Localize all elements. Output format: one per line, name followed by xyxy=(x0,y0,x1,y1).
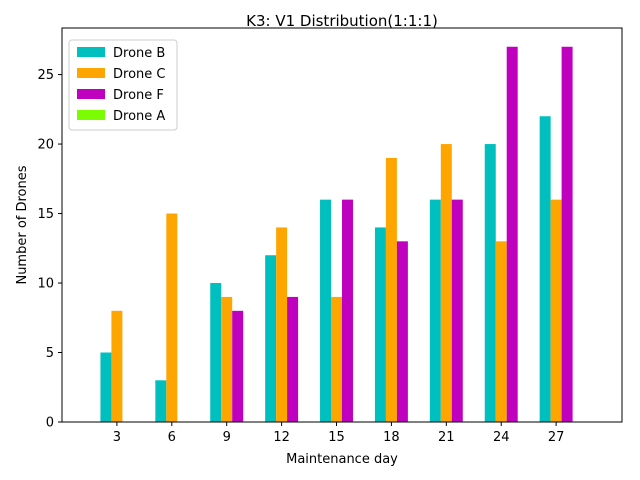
legend-swatch-drone-b xyxy=(77,47,105,57)
bar-drone-c-24 xyxy=(495,241,507,422)
bar-drone-b-24 xyxy=(484,144,496,423)
legend-swatch-drone-c xyxy=(77,68,105,78)
legend-frame xyxy=(68,39,178,131)
x-axis: 3 6 9 12 15 18 21 24 27 xyxy=(113,422,565,445)
x-tick-label-18: 18 xyxy=(383,430,400,445)
bar-drone-f-9 xyxy=(232,310,244,422)
bar-drone-b-21 xyxy=(429,199,441,422)
x-tick-label-6: 6 xyxy=(168,430,176,445)
bar-drone-b-9 xyxy=(210,283,222,422)
x-axis-label: Maintenance day xyxy=(286,452,398,467)
bars-group xyxy=(100,46,573,423)
y-tick-label-0: 0 xyxy=(46,416,54,431)
y-axis: 0 5 10 15 20 25 xyxy=(37,68,62,431)
legend: Drone B Drone C Drone F Drone A xyxy=(68,39,178,131)
bar-drone-b-27 xyxy=(539,116,551,422)
x-tick-label-21: 21 xyxy=(438,430,455,445)
bar-drone-f-18 xyxy=(396,241,408,422)
y-tick-label-20: 20 xyxy=(37,138,54,153)
plot-frame xyxy=(61,27,623,423)
bar-drone-b-6 xyxy=(155,380,167,422)
y-axis-label: Number of Drones xyxy=(15,165,30,284)
legend-swatch-drone-a xyxy=(77,110,105,120)
bar-drone-f-27 xyxy=(561,46,573,422)
x-tick-label-3: 3 xyxy=(113,430,121,445)
bar-drone-c-6 xyxy=(166,213,178,422)
bar-drone-b-18 xyxy=(374,227,386,422)
bar-drone-c-9 xyxy=(221,296,233,422)
bar-drone-b-3 xyxy=(100,352,112,422)
legend-label-drone-c: Drone C xyxy=(113,67,165,82)
bar-drone-c-21 xyxy=(440,144,452,423)
legend-label-drone-a: Drone A xyxy=(113,109,165,124)
y-tick-label-15: 15 xyxy=(37,207,54,222)
bar-drone-f-21 xyxy=(451,199,463,422)
bar-drone-f-15 xyxy=(342,199,353,422)
bar-drone-c-12 xyxy=(276,227,288,422)
legend-label-drone-f: Drone F xyxy=(113,88,164,103)
x-tick-label-27: 27 xyxy=(548,430,565,445)
legend-label-drone-b: Drone B xyxy=(113,46,165,61)
y-tick-label-25: 25 xyxy=(37,68,54,83)
bar-drone-f-12 xyxy=(287,296,299,422)
bar-drone-b-15 xyxy=(320,199,332,422)
y-tick-label-5: 5 xyxy=(46,346,54,361)
bar-drone-c-15 xyxy=(331,296,342,422)
legend-swatch-drone-f xyxy=(77,89,105,99)
bar-drone-c-27 xyxy=(550,199,562,422)
x-tick-label-12: 12 xyxy=(273,430,290,445)
bar-drone-f-24 xyxy=(506,46,518,422)
x-tick-label-24: 24 xyxy=(493,430,510,445)
x-tick-label-15: 15 xyxy=(328,430,345,445)
chart-title: K3: V1 Distribution(1:1:1) xyxy=(246,12,438,30)
y-tick-label-10: 10 xyxy=(37,277,54,292)
x-tick-label-9: 9 xyxy=(223,430,231,445)
bar-drone-c-3 xyxy=(111,310,123,422)
bar-drone-c-18 xyxy=(385,157,397,422)
bar-drone-b-12 xyxy=(265,255,277,422)
